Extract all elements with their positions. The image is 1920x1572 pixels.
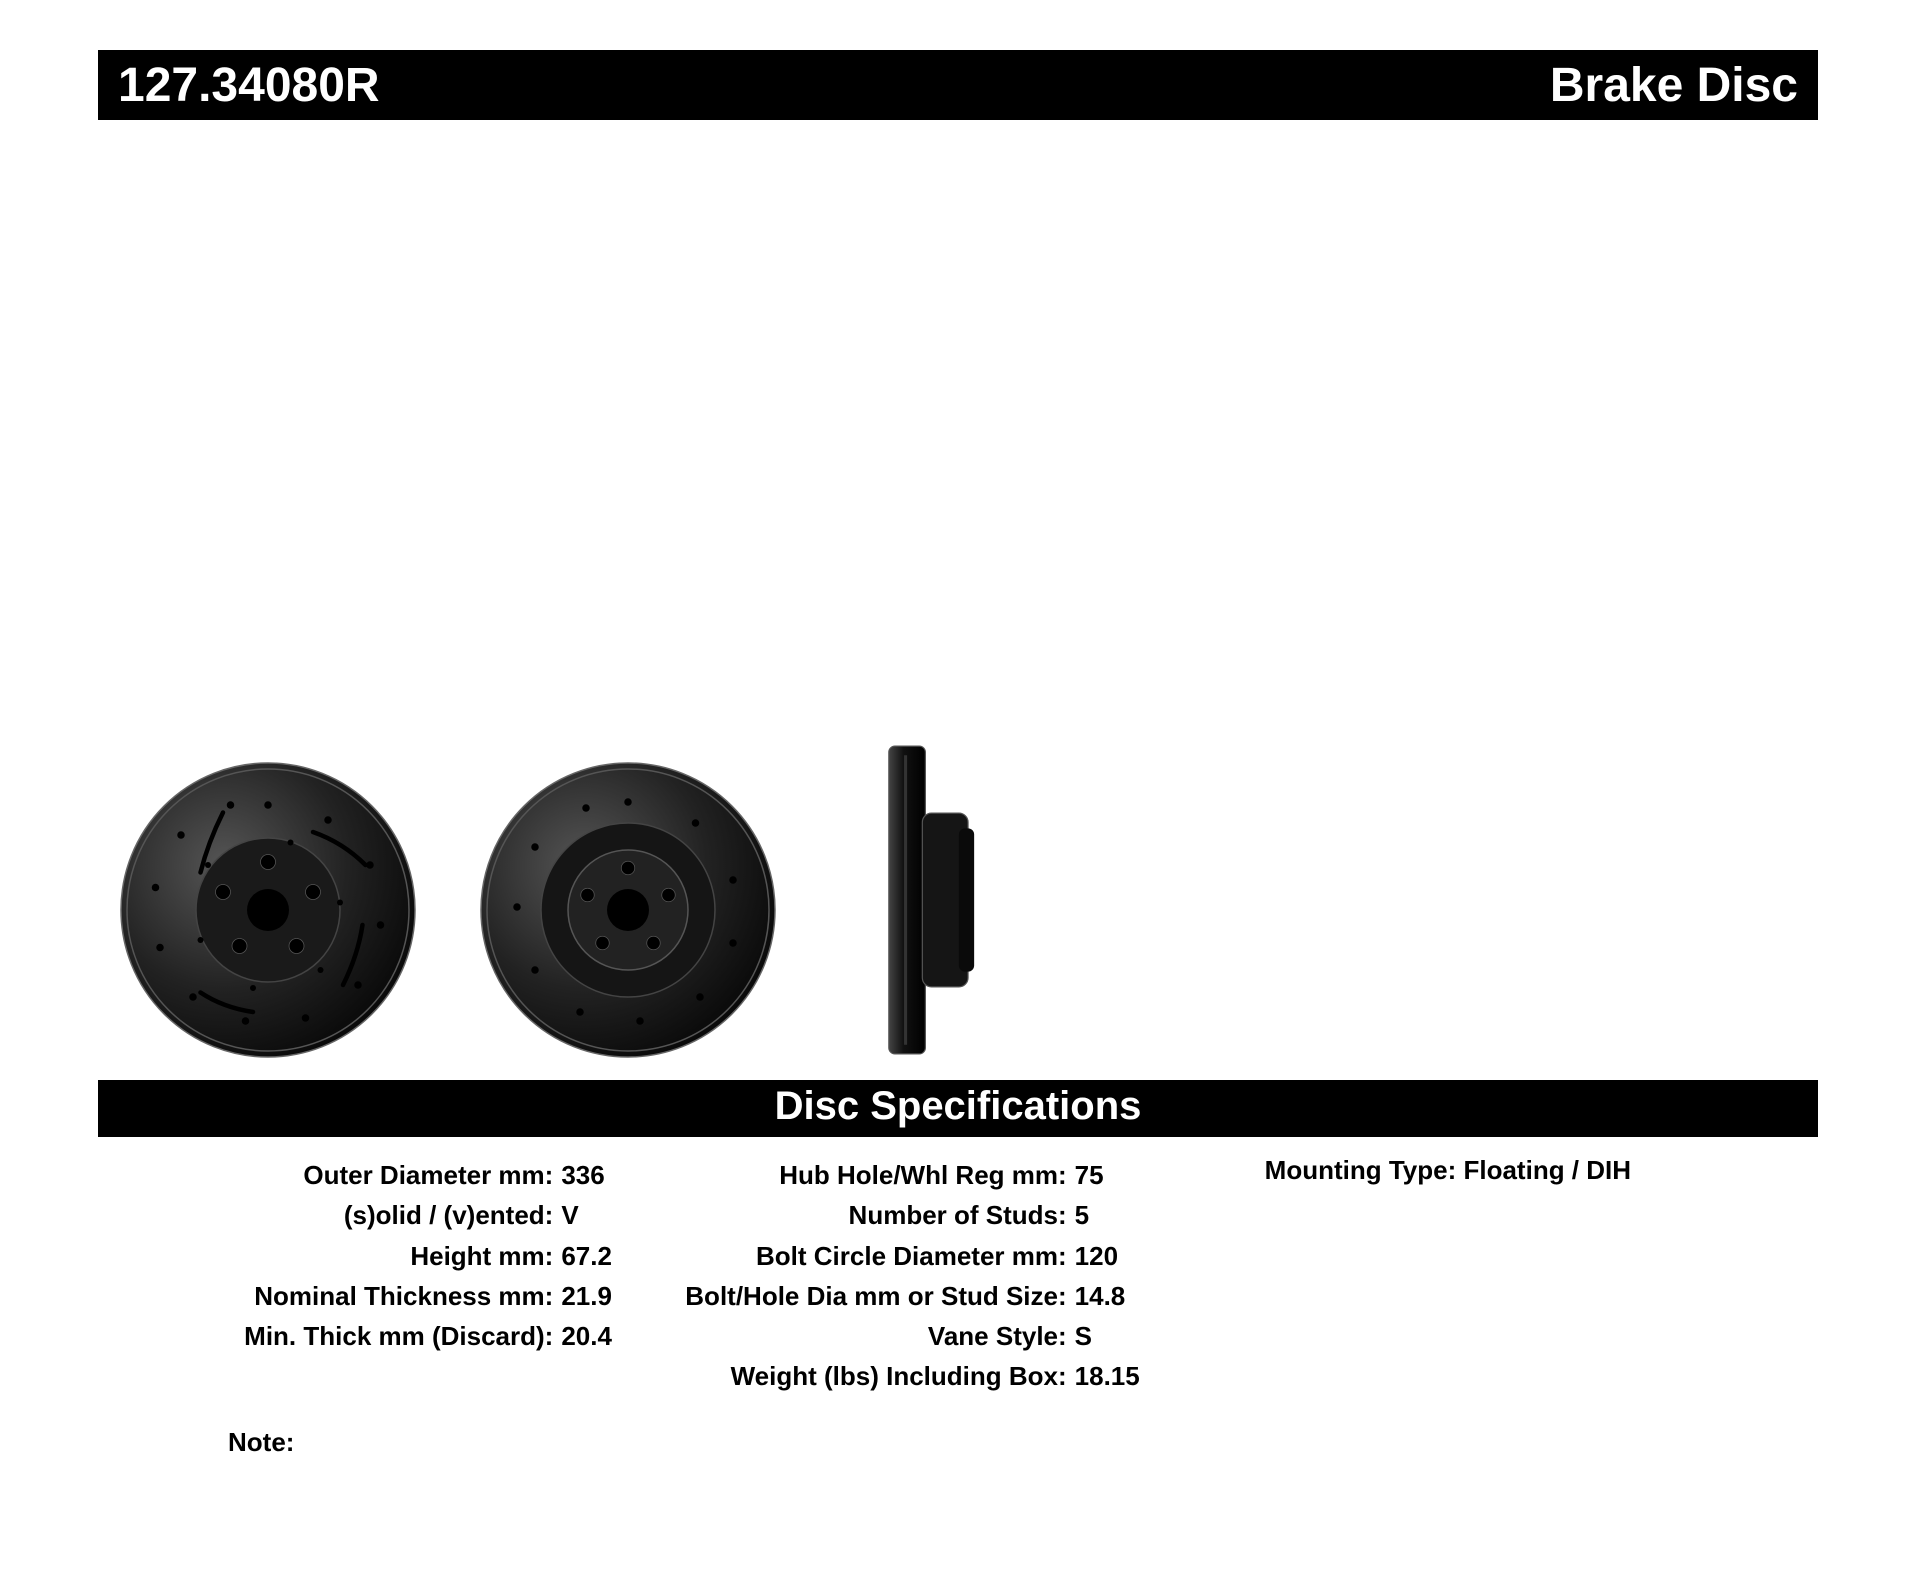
spec-value: 5 (1075, 1195, 1175, 1235)
disc-illustrations (118, 740, 988, 1060)
header-bar: 127.34080R Brake Disc (98, 50, 1818, 120)
spec-row: Height mm:67.2 (128, 1236, 651, 1276)
specs-column-2: Hub Hole/Whl Reg mm:75 Number of Studs:5… (651, 1155, 1174, 1397)
spec-value: 67.2 (561, 1236, 651, 1276)
specs-table: Outer Diameter mm:336 (s)olid / (v)ented… (98, 1137, 1818, 1397)
section-title-bar: Disc Specifications (98, 1080, 1818, 1137)
spec-value: 20.4 (561, 1316, 651, 1356)
spec-row: Number of Studs:5 (651, 1195, 1174, 1235)
spec-row: Hub Hole/Whl Reg mm:75 (651, 1155, 1174, 1195)
spec-row: (s)olid / (v)ented:V (128, 1195, 651, 1235)
spec-value: 75 (1075, 1155, 1175, 1195)
spec-row: Nominal Thickness mm:21.9 (128, 1276, 651, 1316)
spec-row: Weight (lbs) Including Box:18.15 (651, 1356, 1174, 1396)
spec-label: Hub Hole/Whl Reg mm: (651, 1155, 1074, 1195)
product-image-area (98, 120, 1818, 1080)
spec-value: 336 (561, 1155, 651, 1195)
disc-front-icon (118, 760, 418, 1060)
specs-column-3: Mounting Type: Floating / DIH (1175, 1155, 1788, 1397)
spec-label: Vane Style: (651, 1316, 1074, 1356)
disc-back-icon (478, 760, 778, 1060)
spec-label: Mounting Type: (1265, 1155, 1457, 1185)
spec-row: Vane Style:S (651, 1316, 1174, 1356)
specs-column-1: Outer Diameter mm:336 (s)olid / (v)ented… (128, 1155, 651, 1397)
spec-row: Min. Thick mm (Discard):20.4 (128, 1316, 651, 1356)
part-number: 127.34080R (118, 58, 380, 113)
note-label: Note: (98, 1397, 1818, 1458)
spec-value: 21.9 (561, 1276, 651, 1316)
spec-value: 18.15 (1075, 1356, 1175, 1396)
spec-row: Bolt Circle Diameter mm:120 (651, 1236, 1174, 1276)
spec-label: Nominal Thickness mm: (128, 1276, 561, 1316)
spec-value: Floating / DIH (1463, 1155, 1631, 1185)
section-title: Disc Specifications (775, 1084, 1142, 1128)
spec-row: Bolt/Hole Dia mm or Stud Size:14.8 (651, 1276, 1174, 1316)
spec-label: Min. Thick mm (Discard): (128, 1316, 561, 1356)
spec-value: 14.8 (1075, 1276, 1175, 1316)
spec-label: Number of Studs: (651, 1195, 1074, 1235)
spec-label: Outer Diameter mm: (128, 1155, 561, 1195)
spec-sheet: 127.34080R Brake Disc (98, 50, 1818, 1458)
product-title: Brake Disc (1550, 58, 1798, 113)
spec-value: V (561, 1195, 651, 1235)
disc-side-icon (878, 740, 988, 1060)
spec-label: Bolt/Hole Dia mm or Stud Size: (651, 1276, 1074, 1316)
spec-label: Weight (lbs) Including Box: (651, 1356, 1074, 1396)
spec-label: Bolt Circle Diameter mm: (651, 1236, 1074, 1276)
spec-value: S (1075, 1316, 1175, 1356)
spec-value: 120 (1075, 1236, 1175, 1276)
spec-label: Height mm: (128, 1236, 561, 1276)
spec-label: (s)olid / (v)ented: (128, 1195, 561, 1235)
spec-row: Outer Diameter mm:336 (128, 1155, 651, 1195)
spec-row: Mounting Type: Floating / DIH (1265, 1155, 1788, 1186)
